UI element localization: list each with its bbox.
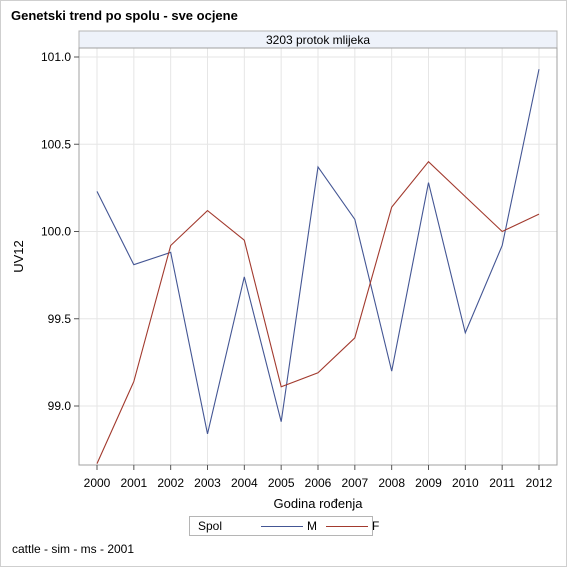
x-tick-label: 2005 (268, 476, 295, 490)
legend-title: Spol (198, 519, 223, 533)
footnote: cattle - sim - ms - 2001 (12, 542, 135, 556)
x-tick-label: 2008 (378, 476, 405, 490)
legend-label-f: F (372, 519, 380, 533)
y-tick-label: 101.0 (41, 50, 71, 64)
x-tick-label: 2001 (120, 476, 147, 490)
x-tick-label: 2012 (526, 476, 553, 490)
y-tick-label: 100.0 (41, 225, 71, 239)
y-tick-label: 99.0 (48, 399, 72, 413)
y-axis-label: UV12 (11, 240, 26, 273)
x-tick-label: 2006 (305, 476, 332, 490)
x-tick-label: 2009 (415, 476, 442, 490)
y-tick-label: 99.5 (48, 312, 72, 326)
x-tick-label: 2010 (452, 476, 479, 490)
panel-label: 3203 protok mlijeka (266, 33, 370, 47)
x-axis-label: Godina rođenja (274, 496, 364, 511)
series-line-f (96, 160, 540, 464)
x-tick-label: 2003 (194, 476, 221, 490)
series-line-m (96, 69, 540, 435)
x-tick-label: 2011 (489, 476, 515, 490)
x-tick-label: 2007 (341, 476, 368, 490)
x-tick-label: 2004 (231, 476, 258, 490)
legend: Spol M F (189, 516, 379, 536)
legend-swatch-m (261, 526, 303, 527)
x-tick-label: 2000 (84, 476, 111, 490)
legend-swatch-f (326, 526, 368, 527)
legend-label-m: M (307, 519, 317, 533)
chart-title: Genetski trend po spolu - sve ocjene (11, 8, 238, 23)
y-tick-label: 100.5 (41, 137, 71, 151)
x-tick-label: 2002 (157, 476, 184, 490)
